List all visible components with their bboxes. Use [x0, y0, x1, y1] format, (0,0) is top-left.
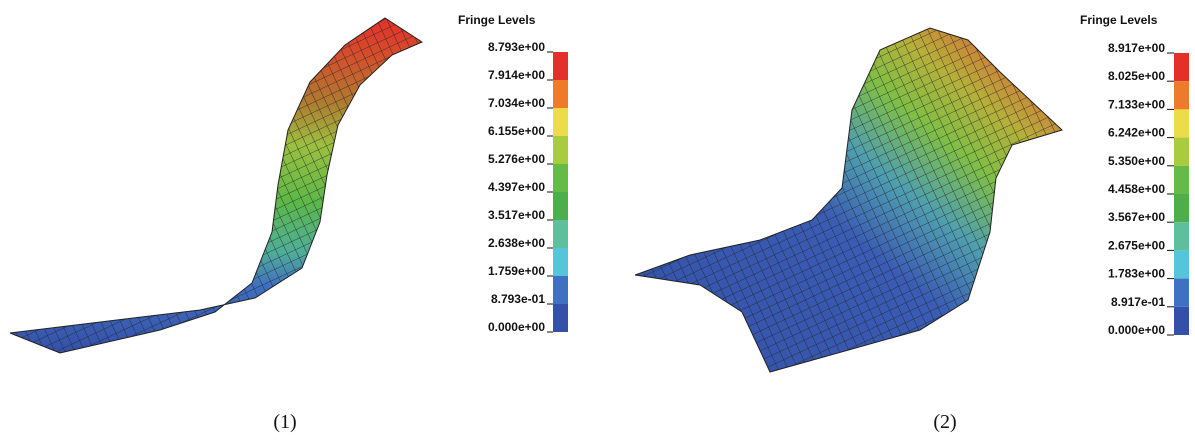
legend-swatch	[553, 52, 568, 80]
legend-level: 1.783e+00	[1108, 267, 1165, 281]
legend-swatch	[1174, 138, 1189, 166]
legend-level: 2.675e+00	[1108, 238, 1165, 252]
mesh-1	[10, 18, 422, 353]
legend-level: 7.133e+00	[1108, 97, 1165, 111]
legend-level: 3.517e+00	[488, 208, 545, 222]
legend-level: 5.350e+00	[1108, 154, 1165, 168]
legend-level: 2.638e+00	[488, 236, 545, 250]
legend-level: 0.000e+00	[1108, 323, 1165, 337]
legend-swatch	[553, 192, 568, 220]
legend-swatch	[553, 248, 568, 276]
legend-swatch	[1174, 307, 1189, 335]
legend-title: Fringe Levels	[458, 13, 536, 27]
legend-swatch	[553, 304, 568, 332]
legend-level: 8.917e+00	[1108, 41, 1165, 55]
legend-swatch	[1174, 250, 1189, 278]
legend-level: 6.242e+00	[1108, 126, 1165, 140]
legend-swatch	[553, 136, 568, 164]
legend-swatch	[553, 276, 568, 304]
legend-level: 0.000e+00	[488, 320, 545, 334]
legend-level: 8.917e-01	[1111, 295, 1165, 309]
mesh-2	[635, 28, 1062, 372]
legend-level: 3.567e+00	[1108, 210, 1165, 224]
legend-swatch	[1174, 222, 1189, 250]
legend-level: 4.397e+00	[488, 180, 545, 194]
legend-swatch	[1174, 53, 1189, 81]
caption: (2)	[933, 411, 956, 433]
legend-swatch	[1174, 194, 1189, 222]
legend-level: 7.914e+00	[488, 68, 545, 82]
legend-level: 4.458e+00	[1108, 182, 1165, 196]
legend-swatch	[1174, 109, 1189, 137]
legend-level: 8.793e+00	[488, 40, 545, 54]
legend-swatch	[1174, 81, 1189, 109]
legend-swatch	[1174, 166, 1189, 194]
legend-level: 7.034e+00	[488, 96, 545, 110]
legend-swatch	[553, 164, 568, 192]
legend-swatch	[553, 80, 568, 108]
legend-swatch	[553, 220, 568, 248]
legend-level: 8.793e-01	[491, 292, 545, 306]
legend-level: 8.025e+00	[1108, 69, 1165, 83]
legend-swatch	[553, 108, 568, 136]
figure: Fringe Levels 8.793e+00 7.914e+00 7.034e+00…	[0, 0, 1195, 437]
legend-level: 5.276e+00	[488, 152, 545, 166]
legend-level: 1.759e+00	[488, 264, 545, 278]
legend-title: Fringe Levels	[1080, 13, 1158, 27]
legend-swatch	[1174, 279, 1189, 307]
legend-level: 6.155e+00	[488, 124, 545, 138]
caption: (1)	[273, 411, 296, 433]
